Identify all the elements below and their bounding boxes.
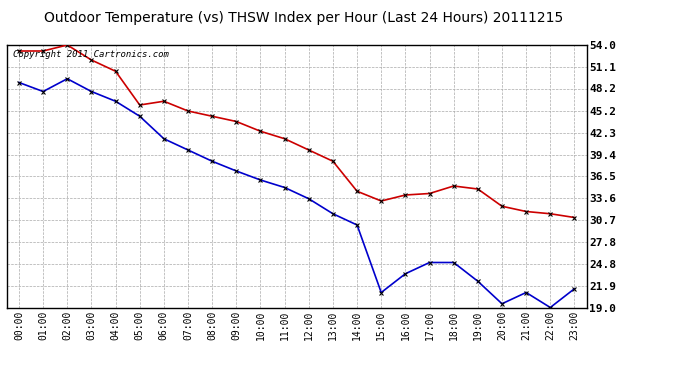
Text: Outdoor Temperature (vs) THSW Index per Hour (Last 24 Hours) 20111215: Outdoor Temperature (vs) THSW Index per … [44,11,563,25]
Text: Copyright 2011 Cartronics.com: Copyright 2011 Cartronics.com [12,50,168,59]
